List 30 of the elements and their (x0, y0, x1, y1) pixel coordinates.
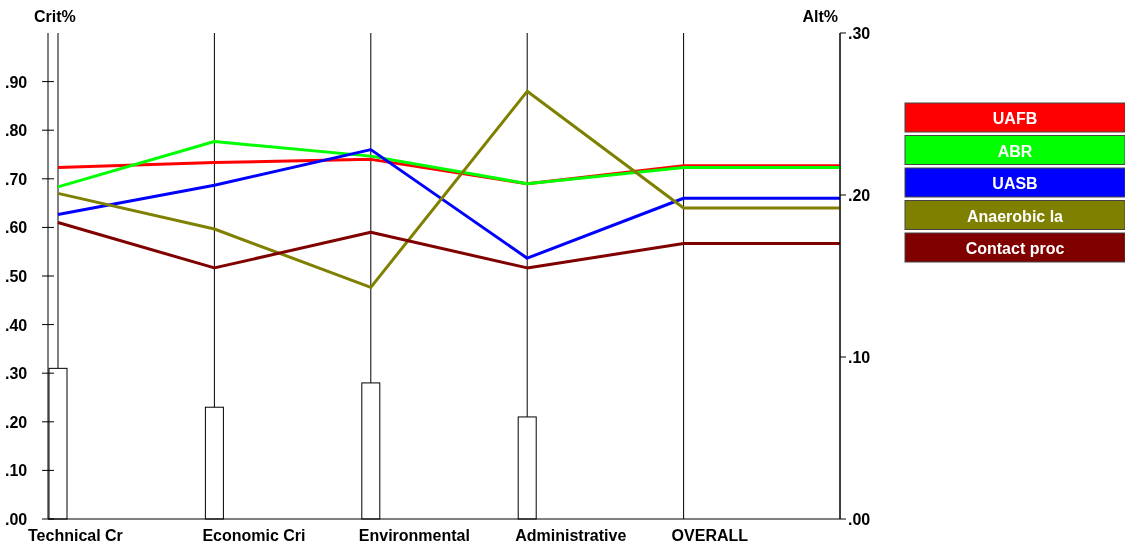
y-tick-label: .30 (5, 365, 28, 383)
x-tick-label: Administrative (515, 527, 627, 544)
y-tick-label: .70 (5, 170, 28, 188)
x-tick-label: OVERALL (671, 527, 749, 544)
line-series (56, 89, 842, 289)
y-tick-label: .10 (5, 462, 28, 480)
x-tick-label: Economic Cri (202, 527, 306, 544)
line-series (56, 221, 842, 270)
text: Anaerobic la (966, 207, 1064, 225)
y2-axis-title: Alt% (802, 8, 838, 25)
y2-tick-label: .20 (848, 187, 871, 204)
y2-tick-label: .10 (848, 349, 871, 366)
y-tick-label: .50 (5, 268, 28, 285)
y2-tick-label: .00 (848, 511, 871, 528)
line-series (56, 140, 842, 189)
text: ABR (997, 142, 1033, 160)
y-tick-label: .20 (5, 413, 28, 431)
y-tick-label: .00 (5, 511, 28, 528)
x-tick-label: Environmental (358, 527, 470, 544)
y-tick-label: .80 (5, 122, 28, 140)
y-axis-title: Crit% (34, 8, 76, 25)
text: UAFB (992, 110, 1038, 127)
text: UASB (992, 175, 1038, 192)
x-tick-label: Technical Cr (28, 527, 123, 544)
text: Contact proc (965, 240, 1065, 257)
y2-tick-label: .30 (848, 25, 871, 42)
y-tick-label: .60 (5, 219, 28, 237)
line-series (56, 148, 842, 260)
y-tick-label: .40 (5, 316, 28, 334)
y-tick-label: .90 (5, 73, 28, 91)
